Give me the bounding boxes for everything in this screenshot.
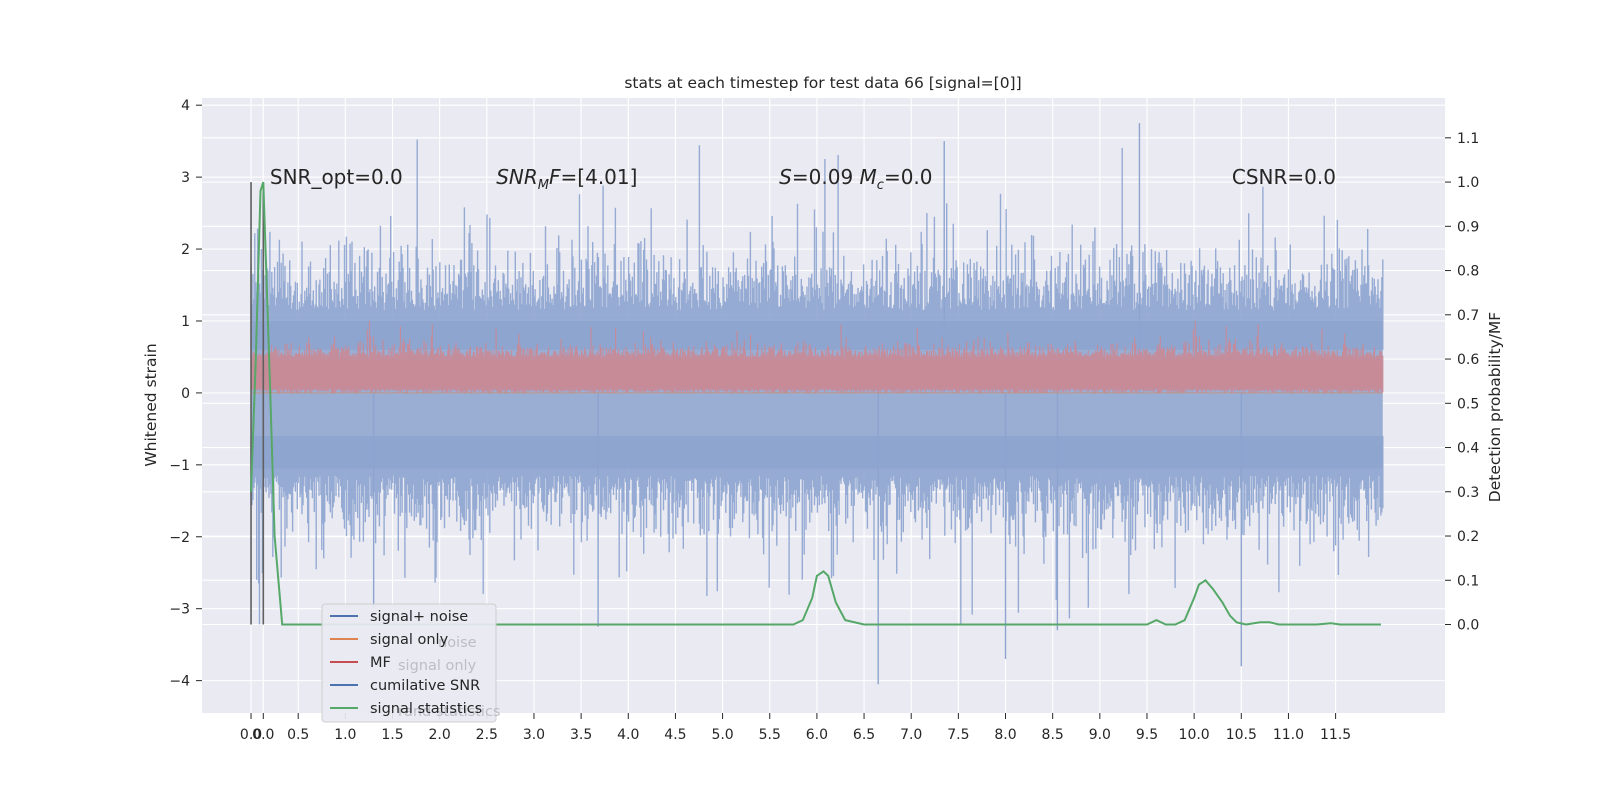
legend-shadow-text: noise [438, 635, 477, 651]
x-tick-label: 7.0 [900, 727, 922, 743]
x-tick-label: 2.0 [429, 727, 451, 743]
y-right-tick-label: 0.2 [1457, 529, 1479, 545]
annotation-part: =0.09 [792, 165, 860, 189]
annotation-part: =0.0 [884, 165, 933, 189]
x-tick-label: 0.0 [252, 727, 274, 743]
annotation-csnr: CSNR=0.0 [1232, 165, 1336, 189]
y-axis-label-right: Detection probability/MF [1486, 312, 1504, 503]
annotation-snr_opt: SNR_opt=0.0 [270, 165, 403, 189]
x-tick-label: 5.5 [759, 727, 781, 743]
legend-shadow-text: rand statistics [398, 704, 500, 720]
x-tick-label: 8.5 [1042, 727, 1064, 743]
x-tick-label: 1.5 [381, 727, 403, 743]
y-tick-label: −3 [169, 602, 190, 618]
x-tick-label: 5.0 [711, 727, 733, 743]
y-tick-label: 3 [181, 170, 190, 186]
x-tick-label: 10.0 [1179, 727, 1210, 743]
annotation-part: c [877, 178, 884, 193]
y-tick-label: 4 [181, 98, 190, 114]
annotation-part: SNR [496, 165, 538, 189]
legend-label: signal statistics [370, 701, 482, 717]
legend-shadow-text: signal only [398, 658, 477, 674]
annotation-part: M [538, 178, 549, 193]
y-right-tick-label: 0.5 [1457, 396, 1479, 412]
y-right-tick-label: 1.1 [1457, 131, 1479, 147]
signal-noise-series [250, 123, 1384, 685]
legend-label: MF [370, 655, 391, 671]
y-tick-label: −1 [169, 458, 190, 474]
y-right-tick-label: 0.8 [1457, 264, 1479, 280]
annotation-part: S [779, 165, 792, 189]
legend-box [321, 603, 497, 723]
x-tick-label: 8.0 [994, 727, 1016, 743]
y-right-tick-label: 0.1 [1457, 573, 1479, 589]
x-tick-label: 11.5 [1320, 727, 1351, 743]
x-tick-label: 9.5 [1136, 727, 1158, 743]
y-right-tick-label: 1.0 [1457, 175, 1479, 191]
legend-label: cumilative SNR [370, 678, 480, 694]
x-tick-label: 1.0 [334, 727, 356, 743]
x-tick-label: 0.0 [240, 727, 262, 743]
y-right-tick-label: 0.7 [1457, 308, 1479, 324]
x-tick-label: 9.0 [1089, 727, 1111, 743]
y-tick-label: 2 [181, 242, 190, 258]
axis-ticks: 0.00.0 0.5 1.0 1.5 2.0 2.5 3.0 3.5 4.0 4.5 5.0 5.5 6… [169, 98, 1479, 743]
y-right-tick-label: 0.4 [1457, 441, 1479, 457]
chart-title: stats at each timestep for test data 66 … [624, 74, 1021, 92]
annotation-s_mc: S=0.09 Mc=0.0 [779, 165, 932, 193]
annotations: SNR_opt=0.0 SNRMF=[4.01] S=0.09 Mc=0.0 CSNR… [270, 165, 1336, 193]
legend-label: signal only [370, 632, 449, 648]
x-tick-label: 3.5 [570, 727, 592, 743]
x-tick-label: 4.5 [664, 727, 686, 743]
y-tick-label: 1 [181, 314, 190, 330]
x-tick-label: 10.5 [1226, 727, 1257, 743]
y-right-tick-label: 0.9 [1457, 219, 1479, 235]
y-tick-label: −4 [169, 674, 190, 690]
x-tick-label: 2.5 [476, 727, 498, 743]
annotation-part: =[4.01] [561, 165, 638, 189]
x-tick-label: 11.0 [1273, 727, 1304, 743]
y-axis-label: Whitened strain [142, 343, 160, 466]
x-tick-label: 6.5 [853, 727, 875, 743]
mf-series [250, 321, 1384, 393]
x-tick-label: 4.0 [617, 727, 639, 743]
annotation-part: M [860, 165, 877, 189]
y-right-tick-label: 0.6 [1457, 352, 1479, 368]
legend-label: signal+ noise [370, 609, 468, 625]
x-tick-label: 7.5 [947, 727, 969, 743]
x-tick-label: 3.0 [523, 727, 545, 743]
y-right-tick-label: 0.0 [1457, 618, 1479, 634]
y-tick-label: 0 [181, 386, 190, 402]
x-tick-label: 6.0 [806, 727, 828, 743]
y-tick-label: −2 [169, 530, 190, 546]
annotation-part: F [549, 165, 561, 189]
y-right-tick-label: 0.3 [1457, 485, 1479, 501]
annotation-snr_mf: SNRMF=[4.01] [496, 165, 637, 193]
x-tick-label: 0.5 [287, 727, 309, 743]
